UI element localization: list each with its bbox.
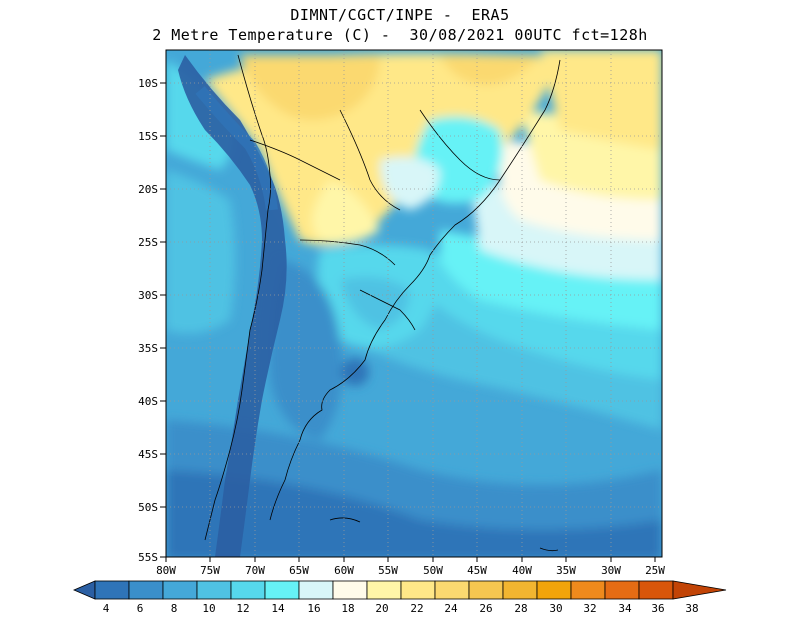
lon-label-60w: 60W [334,564,354,577]
colorbar-swatch [536,580,572,600]
temperature-field [166,50,662,557]
coastlines [204,54,561,552]
lat-label-55s: 55S [138,551,158,564]
colorbar-swatch [604,580,640,600]
lon-label-40w: 40W [512,564,532,577]
colorbar-label: 10 [202,602,215,615]
colorbar-swatch [468,580,504,600]
colorbar-high-arrow [672,580,727,600]
colorbar-label: 12 [236,602,249,615]
lat-label-45s: 45S [138,448,158,461]
colorbar [72,580,727,600]
lat-label-40s: 40S [138,395,158,408]
colorbar-label: 14 [271,602,285,615]
lat-label-35s: 35S [138,342,158,355]
colorbar-label: 34 [618,602,632,615]
lon-label-45w: 45W [467,564,487,577]
lon-label-30w: 30W [601,564,621,577]
colorbar-low-arrow [72,580,96,600]
lon-label-35w: 35W [556,564,576,577]
lat-label-15s: 15S [138,130,158,143]
colorbar-label: 20 [375,602,388,615]
lat-label-50s: 50S [138,501,158,514]
colorbar-swatch [196,580,232,600]
colorbar-label: 28 [514,602,527,615]
colorbar-label: 24 [444,602,458,615]
colorbar-swatch [638,580,674,600]
lon-label-50w: 50W [423,564,443,577]
lon-label-75w: 75W [200,564,220,577]
colorbar-swatch [128,580,164,600]
colorbar-label: 6 [137,602,144,615]
colorbar-label: 4 [103,602,110,615]
colorbar-label: 36 [651,602,664,615]
colorbar-swatch [570,580,606,600]
colorbar-swatch [400,580,436,600]
colorbar-swatch [434,580,470,600]
colorbar-swatch [366,580,402,600]
lon-label-55w: 55W [378,564,398,577]
lon-label-25w: 25W [645,564,665,577]
title-line-1: DIMNT/CGCT/INPE - ERA5 [290,6,510,24]
colorbar-label: 8 [171,602,178,615]
colorbar-label: 16 [307,602,320,615]
colorbar-swatch [502,580,538,600]
lat-label-25s: 25S [138,236,158,249]
colorbar-label: 26 [479,602,492,615]
colorbar-label: 32 [583,602,596,615]
colorbar-swatch [332,580,368,600]
lat-label-10s: 10S [138,77,158,90]
lat-label-20s: 20S [138,183,158,196]
colorbar-swatch [162,580,198,600]
colorbar-swatch [264,580,300,600]
title-line-2: 2 Metre Temperature (C) - 30/08/2021 00U… [152,26,648,44]
graticule [166,50,662,557]
lon-label-80w: 80W [156,564,176,577]
colorbar-swatch [230,580,266,600]
colorbar-swatch [94,580,130,600]
lon-label-65w: 65W [289,564,309,577]
colorbar-swatch [298,580,334,600]
colorbar-label: 22 [410,602,423,615]
colorbar-label: 38 [685,602,698,615]
colorbar-label: 18 [341,602,354,615]
map-frame [165,49,663,558]
colorbar-label: 30 [549,602,562,615]
lon-label-70w: 70W [245,564,265,577]
lat-label-30s: 30S [138,289,158,302]
